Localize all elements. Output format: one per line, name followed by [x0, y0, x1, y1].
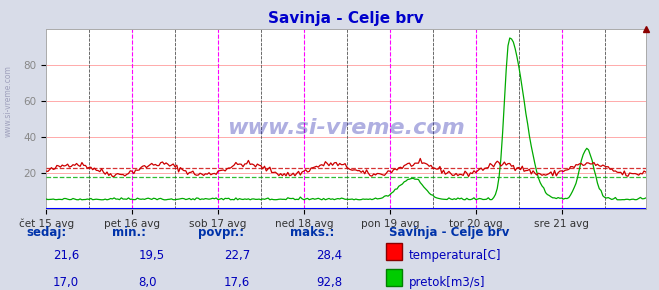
Text: 17,0: 17,0 — [53, 276, 79, 289]
Text: pretok[m3/s]: pretok[m3/s] — [409, 276, 485, 289]
Text: maks.:: maks.: — [290, 226, 334, 239]
Text: 92,8: 92,8 — [316, 276, 343, 289]
Text: povpr.:: povpr.: — [198, 226, 244, 239]
Text: 8,0: 8,0 — [138, 276, 157, 289]
Text: 19,5: 19,5 — [138, 249, 165, 262]
Title: Savinja - Celje brv: Savinja - Celje brv — [268, 11, 424, 26]
Text: Savinja - Celje brv: Savinja - Celje brv — [389, 226, 509, 239]
Text: 28,4: 28,4 — [316, 249, 343, 262]
Text: sedaj:: sedaj: — [26, 226, 67, 239]
Text: temperatura[C]: temperatura[C] — [409, 249, 501, 262]
FancyBboxPatch shape — [386, 269, 402, 286]
Text: 17,6: 17,6 — [224, 276, 250, 289]
Text: www.si-vreme.com: www.si-vreme.com — [227, 118, 465, 138]
FancyBboxPatch shape — [386, 243, 402, 260]
Text: 22,7: 22,7 — [224, 249, 250, 262]
Text: min.:: min.: — [112, 226, 146, 239]
Text: 21,6: 21,6 — [53, 249, 79, 262]
Text: www.si-vreme.com: www.si-vreme.com — [3, 66, 13, 137]
